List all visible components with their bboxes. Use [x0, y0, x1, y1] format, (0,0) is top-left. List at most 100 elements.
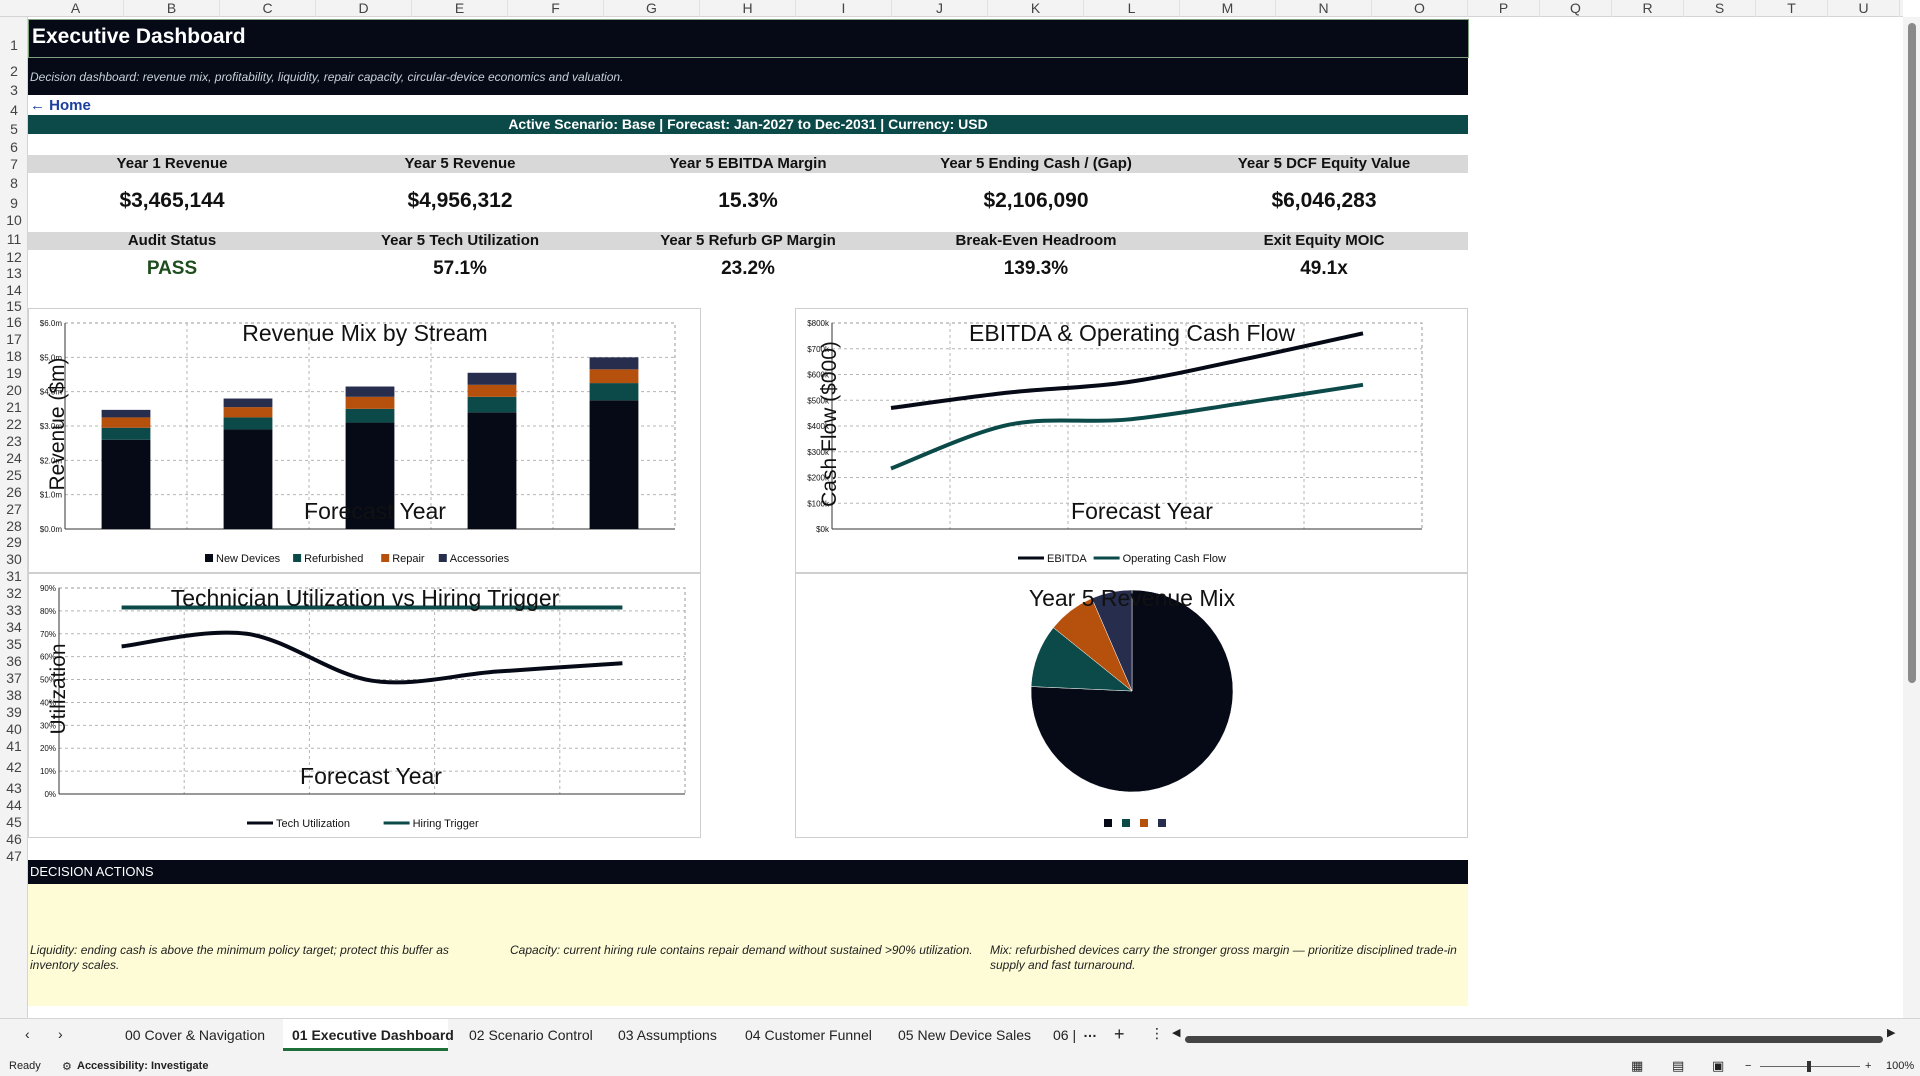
- column-header-m[interactable]: M: [1180, 0, 1276, 17]
- hscroll-right-icon[interactable]: ▶: [1887, 1027, 1896, 1039]
- column-header-q[interactable]: Q: [1540, 0, 1612, 17]
- column-header-l[interactable]: L: [1084, 0, 1180, 17]
- column-header-u[interactable]: U: [1828, 0, 1900, 17]
- row-header-4[interactable]: 4: [10, 102, 18, 118]
- column-header-j[interactable]: J: [892, 0, 988, 17]
- column-header-p[interactable]: P: [1468, 0, 1540, 17]
- column-header-n[interactable]: N: [1276, 0, 1372, 17]
- column-header-s[interactable]: S: [1684, 0, 1756, 17]
- row-header-22[interactable]: 22: [6, 416, 22, 432]
- chart-title: Revenue Mix by Stream: [242, 320, 487, 346]
- worksheet-grid[interactable]: Executive Dashboard Decision dashboard: …: [28, 17, 1903, 1018]
- row-header-5[interactable]: 5: [10, 121, 18, 137]
- column-header-g[interactable]: G: [604, 0, 700, 17]
- zoom-slider-thumb[interactable]: [1807, 1061, 1811, 1072]
- row-header-47[interactable]: 47: [6, 848, 22, 864]
- tab-executive-dashboard[interactable]: 01 Executive Dashboard: [292, 1027, 454, 1043]
- row-header-28[interactable]: 28: [6, 518, 22, 534]
- row-header-20[interactable]: 20: [6, 382, 22, 398]
- row-header-32[interactable]: 32: [6, 585, 22, 601]
- row-header-7[interactable]: 7: [10, 156, 18, 172]
- utilization-chart[interactable]: 0% 10% 20% 30% 40% 50% 60% 70% 80% 90% Tech Utiliz…: [28, 573, 701, 838]
- row-header-26[interactable]: 26: [6, 484, 22, 500]
- row-header-8[interactable]: 8: [10, 175, 18, 191]
- tab-cover-navigation[interactable]: 00 Cover & Navigation: [125, 1027, 266, 1043]
- vertical-scrollbar[interactable]: [1903, 17, 1920, 1018]
- row-header-31[interactable]: 31: [6, 568, 22, 584]
- row-header-15[interactable]: 15: [6, 298, 22, 314]
- row-header-38[interactable]: 38: [6, 687, 22, 703]
- accessibility-status[interactable]: Accessibility: Investigate: [77, 1060, 209, 1072]
- zoom-out-icon[interactable]: −: [1745, 1060, 1752, 1072]
- tab-scroll-next-icon[interactable]: ›: [58, 1026, 63, 1042]
- row-header-25[interactable]: 25: [6, 467, 22, 483]
- tab-assumptions[interactable]: 03 Assumptions: [618, 1027, 717, 1043]
- row-header-43[interactable]: 43: [6, 780, 22, 796]
- row-header-42[interactable]: 42: [6, 759, 22, 775]
- row-header-44[interactable]: 44: [6, 797, 22, 813]
- normal-view-icon[interactable]: ▦: [1631, 1058, 1644, 1073]
- column-header-e[interactable]: E: [412, 0, 508, 17]
- row-header-24[interactable]: 24: [6, 450, 22, 466]
- row-header-41[interactable]: 41: [6, 738, 22, 754]
- row-header-34[interactable]: 34: [6, 619, 22, 635]
- row-header-27[interactable]: 27: [6, 501, 22, 517]
- tab-truncated[interactable]: 06 |: [1053, 1027, 1077, 1043]
- row-header-6[interactable]: 6: [10, 139, 18, 155]
- row-header-16[interactable]: 16: [6, 314, 22, 330]
- tab-customer-funnel[interactable]: 04 Customer Funnel: [745, 1027, 872, 1043]
- column-header-f[interactable]: F: [508, 0, 604, 17]
- row-header-30[interactable]: 30: [6, 551, 22, 567]
- row-header-46[interactable]: 46: [6, 831, 22, 847]
- tab-scroll-prev-icon[interactable]: ‹: [25, 1026, 30, 1042]
- row-header-39[interactable]: 39: [6, 704, 22, 720]
- column-header-r[interactable]: R: [1612, 0, 1684, 17]
- tab-scenario-control[interactable]: 02 Scenario Control: [469, 1027, 593, 1043]
- row-header-21[interactable]: 21: [6, 399, 22, 415]
- row-header-11[interactable]: 11: [6, 231, 22, 247]
- row-header-35[interactable]: 35: [6, 636, 22, 652]
- hscroll-left-icon[interactable]: ◀: [1172, 1027, 1181, 1039]
- row-header-33[interactable]: 33: [6, 602, 22, 618]
- row-header-23[interactable]: 23: [6, 433, 22, 449]
- more-tabs-icon[interactable]: …: [1083, 1024, 1097, 1040]
- row-header-3[interactable]: 3: [10, 82, 18, 98]
- row-header-36[interactable]: 36: [6, 653, 22, 669]
- page-layout-icon[interactable]: ▤: [1672, 1058, 1685, 1073]
- row-header-45[interactable]: 45: [6, 814, 22, 830]
- add-sheet-icon[interactable]: +: [1114, 1024, 1125, 1044]
- column-header-b[interactable]: B: [124, 0, 220, 17]
- vertical-scroll-thumb[interactable]: [1908, 23, 1916, 683]
- row-header-1[interactable]: 1: [10, 37, 18, 53]
- column-header-k[interactable]: K: [988, 0, 1084, 17]
- revenue-mix-chart[interactable]: $0.0m $1.0m $2.0m $3.0m $4.0m $5.0m $6.0m Reven…: [28, 308, 701, 573]
- accessibility-icon[interactable]: ⚙: [62, 1061, 72, 1073]
- row-header-14[interactable]: 14: [6, 282, 22, 298]
- column-header-i[interactable]: I: [796, 0, 892, 17]
- page-break-icon[interactable]: ▣: [1712, 1058, 1725, 1073]
- column-header-h[interactable]: H: [700, 0, 796, 17]
- row-header-13[interactable]: 13: [6, 265, 22, 281]
- row-header-19[interactable]: 19: [6, 365, 22, 381]
- row-header-40[interactable]: 40: [6, 721, 22, 737]
- tab-new-device-sales[interactable]: 05 New Device Sales: [898, 1027, 1032, 1043]
- column-header-t[interactable]: T: [1756, 0, 1828, 17]
- row-header-18[interactable]: 18: [6, 348, 22, 364]
- row-header-37[interactable]: 37: [6, 670, 22, 686]
- column-header-c[interactable]: C: [220, 0, 316, 17]
- ebitda-chart[interactable]: $0k $100k $200k $300k $400k $500k $600k $700k $8…: [795, 308, 1468, 573]
- row-header-2[interactable]: 2: [10, 63, 18, 79]
- home-link[interactable]: ← Home: [30, 97, 91, 114]
- row-header-12[interactable]: 12: [6, 249, 22, 265]
- column-header-d[interactable]: D: [316, 0, 412, 17]
- column-header-o[interactable]: O: [1372, 0, 1468, 17]
- column-header-a[interactable]: A: [28, 0, 124, 17]
- sheet-options-icon[interactable]: ⋮: [1150, 1025, 1164, 1041]
- row-header-29[interactable]: 29: [6, 534, 22, 550]
- revenue-mix-pie-chart[interactable]: Year 5 Revenue Mix: [795, 573, 1468, 838]
- horizontal-scroll-thumb[interactable]: [1185, 1036, 1883, 1043]
- row-header-17[interactable]: 17: [6, 331, 22, 347]
- row-header-10[interactable]: 10: [6, 212, 22, 228]
- zoom-in-icon[interactable]: +: [1865, 1060, 1872, 1072]
- row-header-9[interactable]: 9: [10, 195, 18, 211]
